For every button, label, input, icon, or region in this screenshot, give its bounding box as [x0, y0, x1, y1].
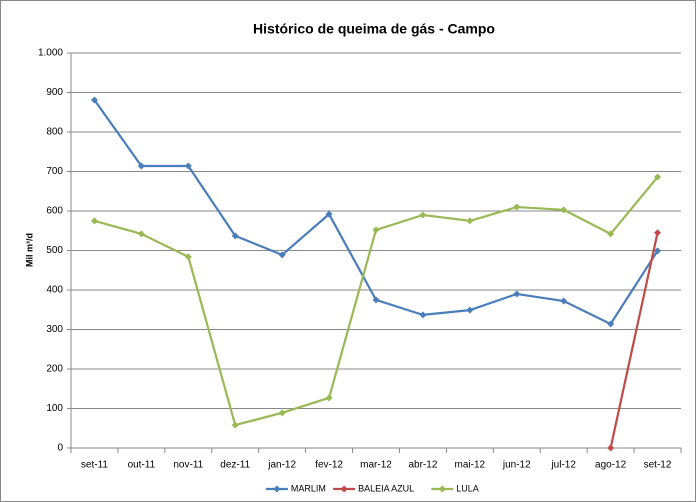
point-marker	[231, 421, 239, 429]
point-marker	[513, 203, 521, 211]
x-tick-label: set-11	[81, 460, 108, 471]
x-tick-label: set-12	[644, 460, 672, 471]
x-tick-label: jul-12	[550, 460, 576, 471]
x-tick-label: mar-12	[360, 460, 392, 471]
y-tick-label: 900	[46, 87, 63, 98]
point-marker	[560, 297, 568, 305]
legend-label: LULA	[456, 483, 479, 493]
x-tick-label: jun-12	[502, 460, 531, 471]
legend-marker	[273, 485, 281, 493]
point-marker	[90, 217, 98, 225]
y-tick-label: 700	[46, 166, 63, 177]
y-tick-label: 500	[46, 245, 63, 256]
y-tick-label: 100	[46, 403, 63, 414]
point-marker	[184, 253, 192, 261]
legend-marker	[438, 485, 446, 493]
point-marker	[372, 296, 380, 304]
x-tick-label: ago-12	[595, 460, 627, 471]
point-marker	[419, 311, 427, 319]
point-marker	[654, 229, 662, 237]
point-marker	[372, 226, 380, 234]
legend-label: BALEIA AZUL	[358, 483, 414, 493]
point-marker	[184, 162, 192, 170]
x-tick-label: nov-11	[173, 460, 203, 471]
legend-label: MARLIM	[291, 483, 326, 493]
x-tick-label: abr-12	[408, 460, 437, 471]
point-marker	[137, 230, 145, 238]
point-marker	[607, 444, 615, 452]
x-tick-label: dez-11	[220, 460, 250, 471]
y-tick-label: 0	[57, 443, 63, 454]
y-tick-label: 400	[46, 285, 63, 296]
point-marker	[278, 409, 286, 417]
x-tick-label: jan-12	[267, 460, 296, 471]
point-marker	[278, 251, 286, 259]
point-marker	[466, 306, 474, 314]
y-tick-label: 300	[46, 324, 63, 335]
point-marker	[607, 320, 615, 328]
point-marker	[419, 211, 427, 219]
y-tick-label: 800	[46, 127, 63, 138]
y-axis-label: Mil m³/d	[24, 233, 34, 267]
x-tick-label: fev-12	[315, 460, 343, 471]
point-marker	[325, 210, 333, 218]
legend-marker	[340, 485, 348, 493]
y-tick-label: 600	[46, 206, 63, 217]
x-tick-label: out-11	[128, 460, 156, 471]
point-marker	[137, 162, 145, 170]
series-line	[609, 232, 659, 449]
point-marker	[90, 96, 98, 104]
y-tick-label: 200	[46, 364, 63, 375]
point-marker	[325, 394, 333, 402]
y-tick-label: 1.000	[38, 48, 63, 59]
point-marker	[513, 290, 521, 298]
point-marker	[231, 232, 239, 240]
point-marker	[466, 217, 474, 225]
point-marker	[654, 173, 662, 181]
point-marker	[560, 206, 568, 214]
point-marker	[654, 247, 662, 255]
x-tick-label: mai-12	[455, 460, 486, 471]
point-marker	[607, 230, 615, 238]
chart-title: Histórico de queima de gás - Campo	[253, 21, 495, 37]
